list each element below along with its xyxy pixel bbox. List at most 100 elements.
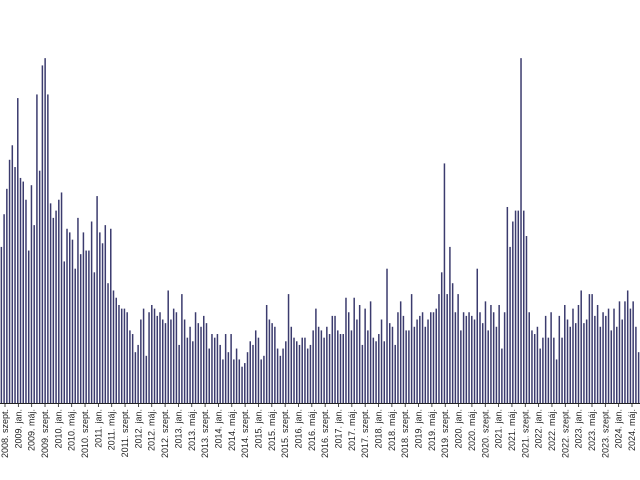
bar	[222, 359, 224, 403]
bar	[610, 330, 613, 403]
bar	[189, 326, 191, 403]
bar	[506, 206, 509, 403]
bar	[293, 337, 295, 403]
bar	[580, 290, 582, 403]
bar	[104, 225, 107, 403]
bar	[74, 268, 76, 403]
bar	[599, 326, 602, 403]
bar	[356, 319, 358, 403]
bar	[238, 359, 241, 403]
bar	[419, 315, 421, 403]
x-tick-label: 2012. jan.	[133, 409, 143, 449]
bar	[129, 330, 131, 403]
bar	[88, 250, 90, 403]
bar	[55, 210, 57, 403]
bar	[503, 312, 506, 403]
bar	[170, 319, 172, 403]
bar	[544, 315, 547, 403]
bar	[465, 315, 468, 403]
bar	[372, 337, 375, 403]
bar	[547, 337, 550, 403]
x-tick-label: 2019. szept.	[440, 409, 450, 458]
bar	[334, 315, 336, 403]
bar	[68, 232, 71, 403]
bar	[192, 341, 194, 403]
bar	[230, 334, 232, 403]
bar	[260, 359, 262, 403]
bar	[468, 312, 470, 403]
bar	[306, 348, 309, 403]
bar	[520, 58, 522, 404]
bar	[490, 304, 492, 403]
bar	[569, 326, 571, 403]
bar	[164, 323, 167, 403]
x-tick-label: 2010. jan.	[53, 409, 63, 449]
x-tick-label: 2024. jan.	[614, 409, 624, 449]
bar	[635, 326, 637, 403]
bar	[588, 294, 591, 403]
bar	[345, 297, 347, 403]
x-tick-label: 2021. jan.	[494, 409, 504, 449]
bar	[101, 243, 104, 403]
bar	[249, 341, 251, 403]
bar	[33, 225, 35, 403]
bar	[140, 319, 142, 403]
bar	[126, 312, 128, 403]
bar	[498, 304, 500, 403]
bar	[364, 308, 366, 403]
x-tick-label: 2014. máj.	[227, 409, 237, 451]
bar	[60, 192, 63, 403]
x-tick-label: 2010. szept.	[80, 409, 90, 458]
x-axis-labels: 2008. szept. 2009. jan. 2009. máj. 2009. sz…	[0, 409, 637, 458]
bar	[550, 312, 552, 403]
bar	[523, 210, 525, 403]
x-tick-label: 2011. szept.	[120, 409, 130, 457]
bar	[553, 337, 555, 403]
bar	[339, 334, 342, 403]
bar	[462, 312, 465, 403]
bar	[110, 228, 112, 403]
bar	[52, 217, 55, 403]
bar	[361, 344, 364, 403]
bar	[30, 185, 33, 403]
bar	[591, 294, 593, 403]
bar	[22, 181, 24, 403]
x-tick-label: 2011. jan.	[93, 409, 103, 448]
bar	[11, 145, 14, 403]
bar	[200, 326, 202, 403]
x-tick-label: 2021. máj.	[507, 409, 517, 451]
bar	[367, 330, 369, 403]
bar	[594, 315, 596, 403]
bar	[66, 228, 68, 403]
bar	[285, 341, 287, 403]
bar	[194, 312, 197, 403]
bar	[427, 319, 429, 403]
bar	[47, 94, 49, 403]
x-tick-label: 2018. jan.	[374, 409, 384, 449]
bar	[36, 94, 38, 403]
bar	[328, 334, 331, 403]
bar	[350, 330, 353, 403]
bar	[161, 319, 164, 403]
bar	[233, 359, 235, 403]
bar	[528, 312, 530, 403]
x-tick-label: 2018. máj.	[387, 409, 397, 451]
bar	[41, 65, 44, 403]
x-tick-label: 2023. szept.	[600, 409, 610, 458]
bars-group	[0, 58, 640, 404]
bar	[142, 308, 145, 403]
bar	[402, 315, 405, 403]
bar	[476, 268, 479, 403]
bar	[263, 355, 265, 403]
bar	[386, 268, 388, 403]
bar	[632, 301, 634, 403]
bar	[205, 323, 208, 403]
bar	[274, 326, 276, 403]
bar	[227, 352, 230, 403]
x-tick-label: 2023. jan.	[574, 409, 584, 449]
bar	[175, 312, 178, 403]
bar	[413, 326, 416, 403]
bar	[533, 334, 536, 403]
bar	[296, 341, 298, 403]
bar	[449, 246, 451, 403]
